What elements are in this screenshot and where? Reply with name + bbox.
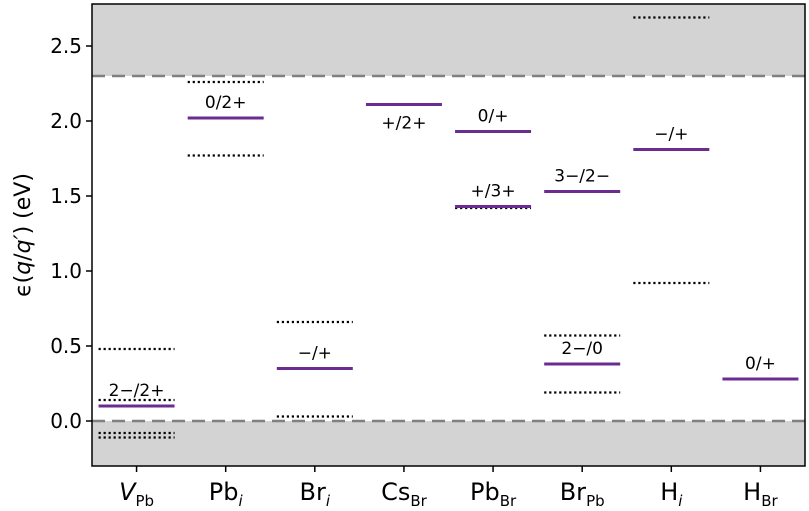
valence-band-region — [92, 421, 805, 466]
defect-group: −/+ — [276, 320, 353, 418]
x-axis: VPb Pbi Bri CsBr PbBr BrPb Hi HBr — [119, 466, 779, 510]
category-subscript: i — [326, 492, 331, 510]
band-regions — [92, 4, 805, 466]
y-axis-title-part: q′ — [11, 234, 36, 253]
y-axis-title-part: / — [11, 253, 36, 261]
y-tick-label: 0.5 — [50, 334, 82, 358]
y-axis-title-part: ϵ( — [11, 275, 36, 297]
category-subscript: Br — [761, 492, 778, 510]
y-tick-label: 1.5 — [50, 184, 82, 208]
transition-level-label: +/3+ — [471, 182, 516, 202]
category-subscript: Br — [500, 492, 517, 510]
x-category-label: Bri — [300, 478, 331, 510]
y-tick-label: 0.0 — [50, 409, 82, 433]
x-category-label: VPb — [119, 478, 154, 510]
category-subscript: i — [678, 492, 683, 510]
y-axis-title-part: ) (eV) — [11, 173, 36, 234]
transition-level-label: 2−/0 — [561, 339, 603, 359]
defect-group: +/2+ — [365, 103, 442, 134]
defect-group: 0/+ — [722, 354, 799, 381]
transition-level-label: −/+ — [298, 344, 332, 364]
category-subscript: Pb — [586, 492, 605, 510]
plot-frame — [91, 3, 806, 467]
category-subscript: i — [238, 492, 243, 510]
transition-level-label: 0/+ — [745, 354, 776, 374]
category-subscript: Pb — [135, 492, 154, 510]
category-subscript: Br — [410, 492, 427, 510]
category-main: H — [743, 478, 761, 506]
x-category-label: Pbi — [209, 478, 244, 510]
x-category-label: CsBr — [381, 478, 428, 510]
transition-level-label: +/2+ — [381, 114, 426, 134]
transition-level-label: 3−/2− — [554, 167, 610, 187]
defect-levels: 2−/2+ 0/2+ −/+ +/2+ 0/+ +/3+ 3−/2− 2−/0 −/+ 0/+ — [98, 16, 799, 439]
category-main: Pb — [470, 478, 500, 506]
transition-level-label: 0/+ — [478, 107, 509, 127]
conduction-band-region — [92, 4, 805, 76]
y-axis: 0.0 0.5 1.0 1.5 2.0 2.5 — [50, 34, 92, 433]
y-tick-label: 2.0 — [50, 109, 82, 133]
defect-group: −/+ — [633, 16, 710, 285]
category-main: Br — [300, 478, 326, 506]
y-tick-label: 1.0 — [50, 259, 82, 283]
defect-group: 2−/2+ — [98, 347, 175, 439]
transition-level-label: −/+ — [654, 125, 688, 145]
x-category-label: Hi — [660, 478, 683, 510]
category-main: Pb — [209, 478, 239, 506]
transition-level-label: 0/2+ — [205, 93, 247, 113]
x-category-label: BrPb — [560, 478, 605, 510]
category-main: Cs — [381, 478, 410, 506]
y-tick-label: 2.5 — [50, 34, 82, 58]
transition-level-label: 2−/2+ — [109, 381, 165, 401]
defect-group: 0/2+ — [187, 80, 264, 157]
defect-group: 0/+ +/3+ — [455, 107, 532, 210]
x-category-label: HBr — [743, 478, 778, 510]
y-axis-title-part: q — [11, 261, 36, 275]
y-axis-title: ϵ(q/q′) (eV) — [11, 173, 36, 297]
category-main: H — [660, 478, 678, 506]
x-category-label: PbBr — [470, 478, 517, 510]
category-main: Br — [560, 478, 586, 506]
category-main: V — [119, 478, 137, 506]
defect-group: 3−/2− 2−/0 — [544, 167, 621, 394]
